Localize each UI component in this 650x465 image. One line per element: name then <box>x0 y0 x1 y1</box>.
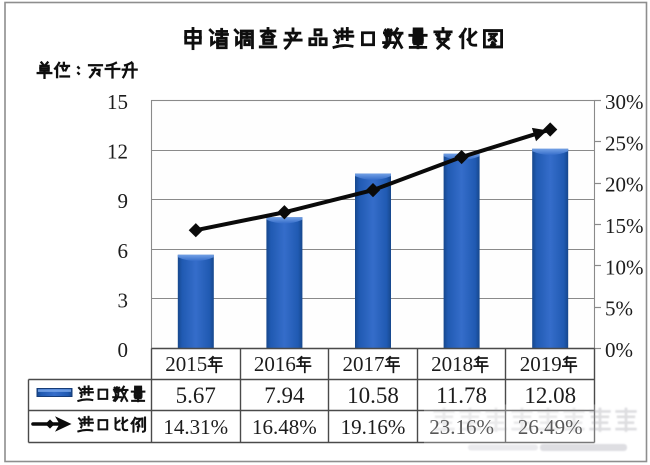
svg-text:10.58: 10.58 <box>347 383 399 408</box>
svg-text:12: 12 <box>107 140 128 164</box>
svg-text:5%: 5% <box>605 297 633 321</box>
svg-text:2016: 2016 <box>254 352 296 376</box>
svg-text:2019: 2019 <box>520 352 562 376</box>
svg-text:30%: 30% <box>605 90 644 114</box>
svg-text:6: 6 <box>118 239 129 263</box>
svg-text:26.49%: 26.49% <box>518 415 583 439</box>
svg-text:10%: 10% <box>605 255 644 279</box>
svg-text:15%: 15% <box>605 214 644 238</box>
svg-text:11.78: 11.78 <box>436 383 487 408</box>
svg-text:16.48%: 16.48% <box>252 415 317 439</box>
svg-text:2018: 2018 <box>431 352 473 376</box>
svg-text:5.67: 5.67 <box>176 383 216 408</box>
svg-text:9: 9 <box>118 189 129 213</box>
svg-text:15: 15 <box>107 90 128 114</box>
svg-text:23.16%: 23.16% <box>429 415 494 439</box>
svg-text:19.16%: 19.16% <box>341 415 406 439</box>
svg-text:12.08: 12.08 <box>524 383 576 408</box>
svg-text:2017: 2017 <box>343 352 385 376</box>
svg-text:0: 0 <box>118 338 129 362</box>
svg-text:3: 3 <box>118 288 129 312</box>
svg-text:14.31%: 14.31% <box>163 415 228 439</box>
svg-text:0%: 0% <box>605 338 633 362</box>
svg-text:20%: 20% <box>605 173 644 197</box>
svg-text:2015: 2015 <box>165 352 207 376</box>
svg-text:25%: 25% <box>605 131 644 155</box>
svg-text:7.94: 7.94 <box>264 383 305 408</box>
